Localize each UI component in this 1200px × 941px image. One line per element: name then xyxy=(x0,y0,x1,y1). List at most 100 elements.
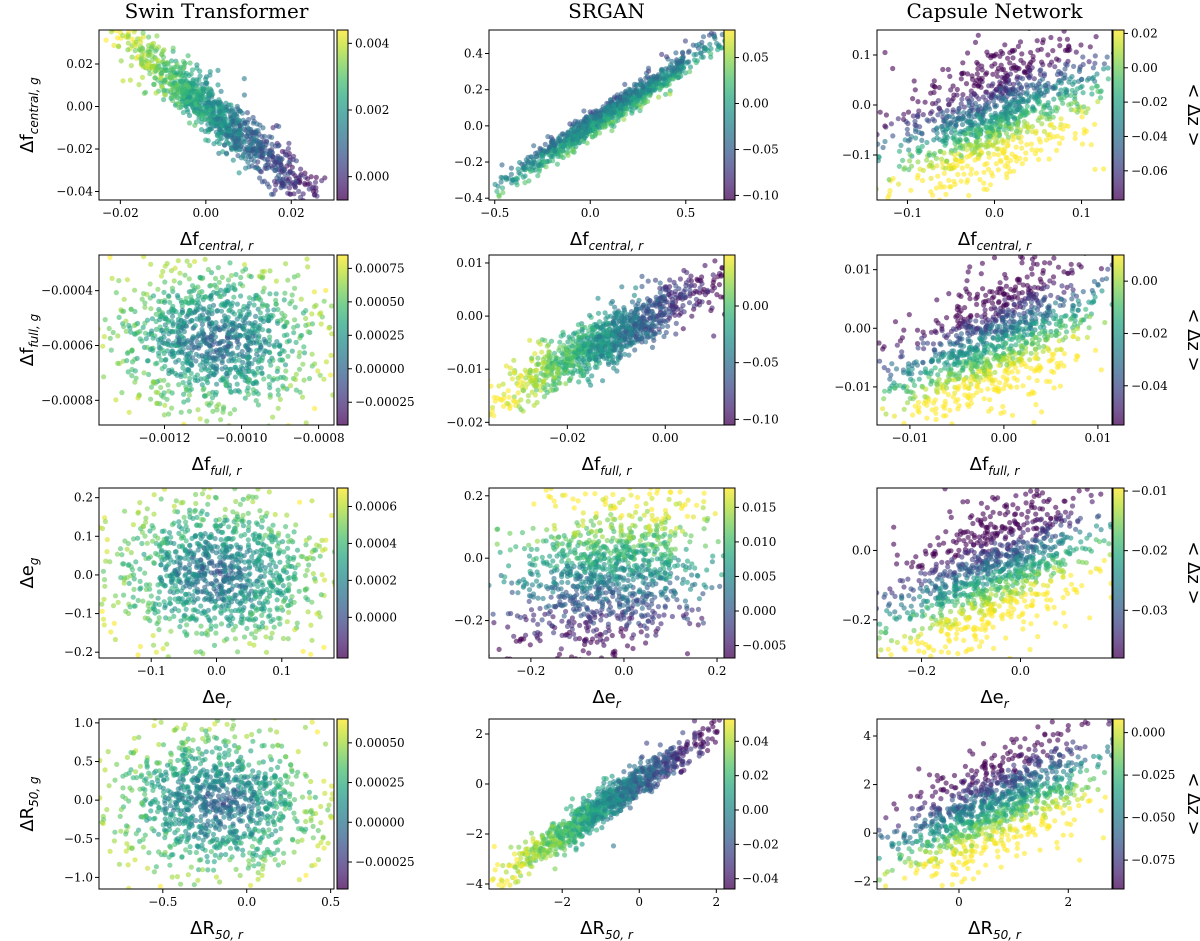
point xyxy=(1073,49,1079,55)
point xyxy=(232,388,238,394)
point xyxy=(872,139,877,144)
point xyxy=(291,153,297,159)
point xyxy=(904,126,910,132)
point xyxy=(1071,79,1078,85)
point xyxy=(609,122,615,129)
point xyxy=(308,202,313,207)
point xyxy=(520,174,527,180)
point xyxy=(199,321,205,328)
point xyxy=(218,308,225,314)
point xyxy=(961,104,967,110)
point xyxy=(285,146,291,152)
point xyxy=(209,100,215,106)
point xyxy=(235,153,241,159)
point xyxy=(529,161,535,167)
point xyxy=(132,368,138,374)
point xyxy=(205,316,212,322)
point xyxy=(663,91,669,97)
point xyxy=(198,333,205,339)
point xyxy=(158,273,164,279)
colorbar-tick-label: 0.00 xyxy=(742,97,769,111)
point xyxy=(184,313,190,320)
point xyxy=(161,299,168,305)
point xyxy=(247,329,253,335)
point xyxy=(189,67,196,73)
point xyxy=(1057,43,1063,49)
point xyxy=(567,141,573,147)
point xyxy=(900,157,906,163)
point xyxy=(232,364,238,370)
point xyxy=(1092,53,1098,59)
point xyxy=(271,342,277,348)
point xyxy=(143,336,149,342)
point xyxy=(998,62,1004,68)
point xyxy=(959,115,965,122)
point xyxy=(880,144,886,151)
scatter-points xyxy=(865,30,1112,200)
point xyxy=(141,255,147,260)
point xyxy=(265,307,271,313)
colorbar-tick-label: −0.10 xyxy=(742,188,779,202)
point xyxy=(111,6,116,11)
point xyxy=(1090,65,1096,71)
point xyxy=(956,110,962,116)
point xyxy=(965,50,971,56)
point xyxy=(218,417,224,423)
point xyxy=(186,94,192,100)
point xyxy=(206,91,212,97)
point xyxy=(669,58,675,64)
point xyxy=(191,97,197,103)
point xyxy=(330,392,334,398)
x-tick-label: −0.5 xyxy=(480,206,509,220)
point xyxy=(987,133,993,139)
point xyxy=(220,376,226,383)
point xyxy=(1057,140,1063,146)
point xyxy=(227,411,233,417)
point xyxy=(1048,34,1054,41)
point xyxy=(185,345,191,351)
point xyxy=(712,35,718,42)
point xyxy=(575,119,581,125)
point xyxy=(293,339,299,345)
point xyxy=(306,206,311,211)
axes-frame xyxy=(98,254,335,426)
point xyxy=(1010,81,1017,87)
point xyxy=(170,303,176,309)
point xyxy=(333,248,338,253)
point xyxy=(983,142,989,148)
point xyxy=(1013,154,1019,160)
point xyxy=(266,338,272,344)
point xyxy=(309,321,315,327)
point xyxy=(152,48,158,54)
point xyxy=(262,144,268,151)
point xyxy=(584,140,590,146)
point xyxy=(146,371,152,378)
point xyxy=(268,362,274,368)
point xyxy=(215,324,221,330)
point xyxy=(233,145,239,151)
point xyxy=(1017,129,1023,135)
point xyxy=(971,143,978,149)
point xyxy=(226,308,232,314)
point xyxy=(1004,175,1010,181)
point xyxy=(215,290,221,296)
point xyxy=(216,126,222,133)
point xyxy=(877,109,883,115)
point xyxy=(321,206,326,211)
point xyxy=(1077,64,1083,70)
point xyxy=(206,402,212,408)
point xyxy=(159,312,165,318)
point xyxy=(170,328,176,334)
point xyxy=(296,366,303,372)
point xyxy=(267,334,273,340)
point xyxy=(865,141,870,146)
point xyxy=(990,142,996,148)
point xyxy=(140,48,146,54)
point xyxy=(201,306,207,312)
point xyxy=(313,207,318,212)
point xyxy=(1023,107,1029,114)
point xyxy=(639,98,645,105)
point xyxy=(946,102,952,108)
point xyxy=(200,113,206,119)
point xyxy=(319,215,324,220)
